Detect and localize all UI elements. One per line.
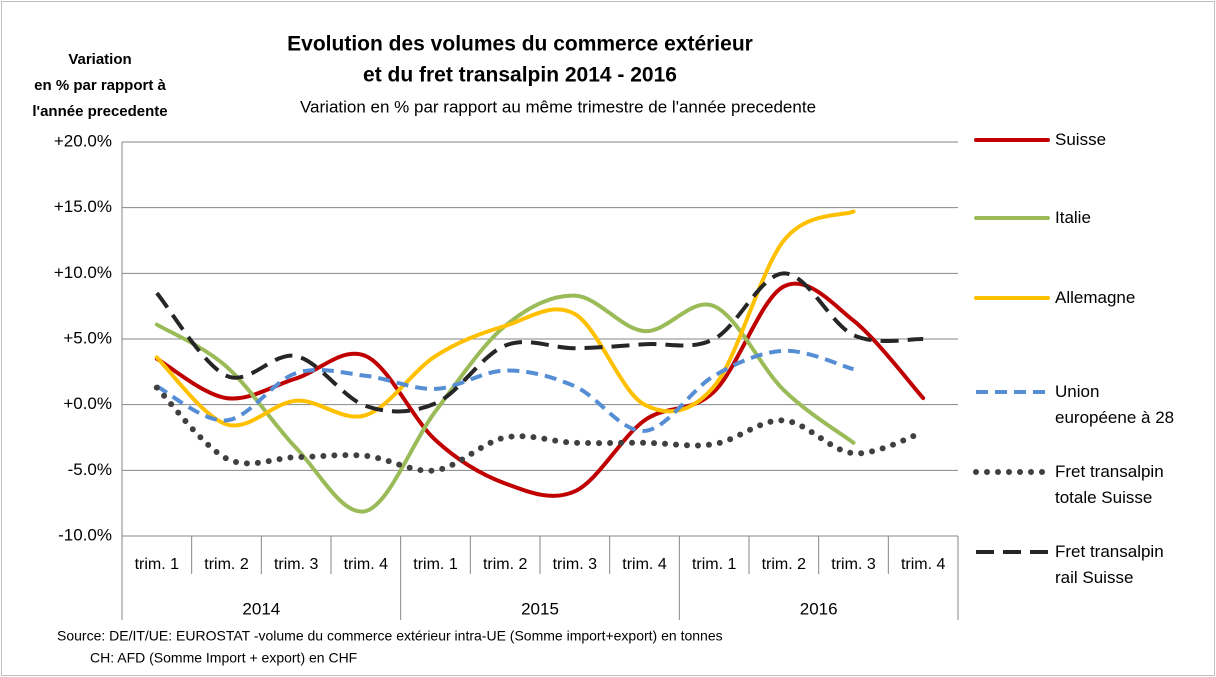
series-line (154, 293, 856, 514)
x-tick-label: trim. 4 (344, 556, 389, 573)
y-tick-label: +5.0% (63, 328, 112, 347)
x-group-label: 2014 (242, 599, 280, 618)
y-axis-label: l'année precedente (32, 103, 167, 120)
x-group-label: 2016 (800, 599, 838, 618)
x-group-label: 2015 (521, 599, 559, 618)
y-tick-label: -10.0% (58, 525, 112, 544)
series-line (153, 384, 927, 474)
series-line (154, 281, 926, 498)
y-axis-label: Variation (68, 51, 131, 68)
x-tick-label: trim. 4 (622, 556, 667, 573)
y-tick-label: -5.0% (68, 460, 112, 479)
series-line (154, 209, 856, 428)
y-tick-label: +0.0% (63, 394, 112, 413)
x-tick-label: trim. 3 (831, 556, 876, 573)
x-tick-label: trim. 2 (762, 556, 807, 573)
y-tick-label: +15.0% (54, 197, 112, 216)
chart-title: et du fret transalpin 2014 - 2016 (363, 64, 677, 87)
legend-label: Fret transalpin rail Suisse (1055, 542, 1164, 587)
source-note: Source: DE/IT/UE: EUROSTAT -volume du co… (57, 628, 723, 644)
legend-label: Union européene à 28 (1055, 382, 1175, 427)
legend-label: Fret transalpin totale Suisse (1055, 462, 1164, 507)
x-tick-label: trim. 2 (204, 556, 249, 573)
y-tick-label: +20.0% (54, 131, 112, 150)
y-axis-label: en % par rapport à (34, 77, 166, 94)
source-note: CH: AFD (Somme Import + export) en CHF (90, 650, 357, 666)
chart-title: Evolution des volumes du commerce extéri… (287, 33, 753, 56)
legend-label: Allemagne (1055, 288, 1136, 307)
x-tick-label: trim. 1 (692, 556, 737, 573)
x-tick-label: trim. 3 (274, 556, 319, 573)
legend-label: Italie (1055, 208, 1091, 227)
x-tick-label: trim. 1 (135, 556, 180, 573)
x-tick-label: trim. 3 (553, 556, 598, 573)
x-tick-label: trim. 1 (413, 556, 458, 573)
chart-subtitle: Variation en % par rapport au même trime… (300, 97, 816, 116)
y-tick-label: +10.0% (54, 263, 112, 282)
x-tick-label: trim. 2 (483, 556, 528, 573)
series-line (155, 271, 924, 414)
legend-label: Suisse (1055, 130, 1107, 149)
x-tick-label: trim. 4 (901, 556, 946, 573)
